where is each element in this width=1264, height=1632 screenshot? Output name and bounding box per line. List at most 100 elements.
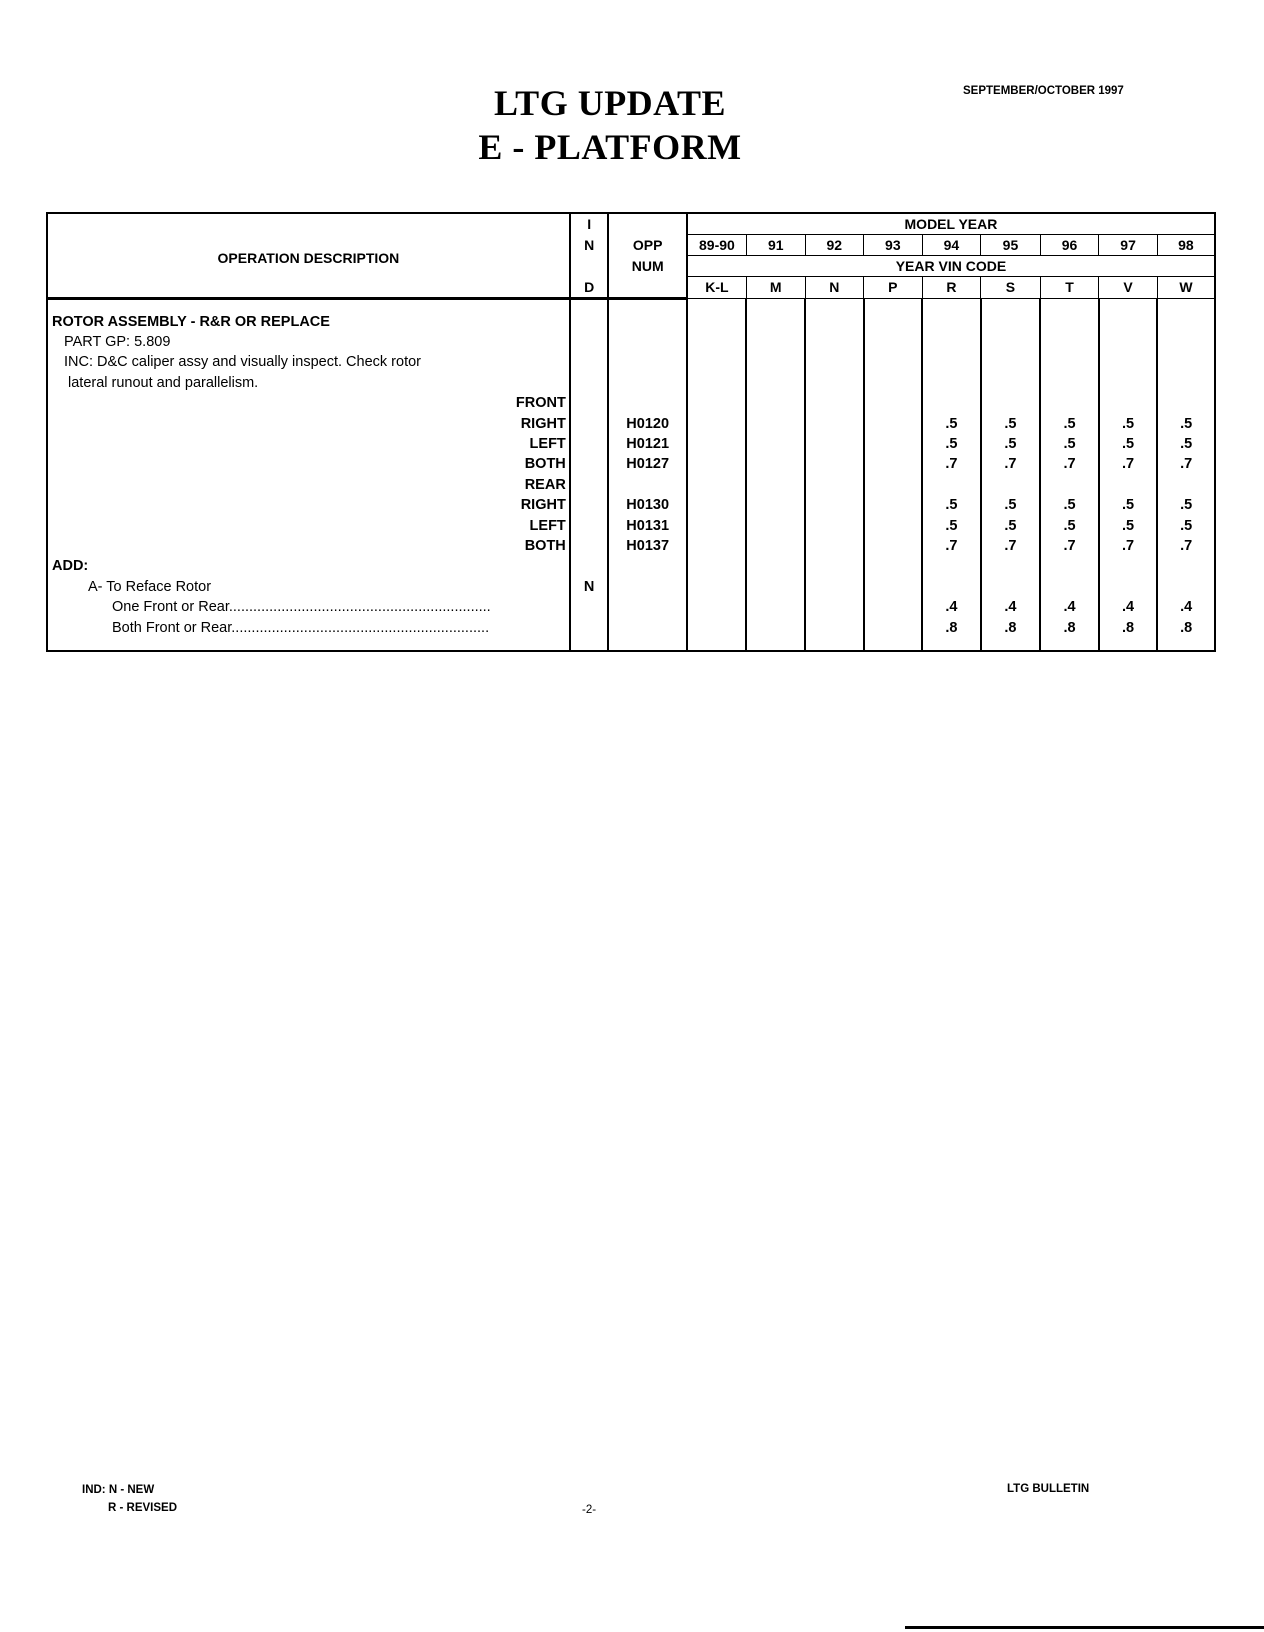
labor-time-91 bbox=[745, 474, 807, 496]
labor-time-93 bbox=[862, 495, 924, 516]
labor-time-91 bbox=[745, 311, 807, 332]
labor-time-94 bbox=[921, 372, 982, 394]
operation-description: A- To Reface Rotor bbox=[46, 576, 571, 597]
operation-description: BOTH bbox=[46, 454, 571, 475]
opp-num-cell bbox=[607, 372, 688, 394]
labor-time-92 bbox=[804, 454, 865, 475]
table-row: FRONT bbox=[46, 393, 1216, 414]
labor-time-95 bbox=[979, 474, 1042, 496]
labor-time-94: .5 bbox=[921, 413, 982, 434]
vin-code-header-V: V bbox=[1098, 276, 1158, 299]
labor-time-96: .5 bbox=[1039, 433, 1100, 455]
labor-time-98: .5 bbox=[1156, 495, 1216, 516]
operation-description: RIGHT bbox=[46, 495, 571, 516]
operation-description: LEFT bbox=[46, 515, 571, 536]
labor-time-93 bbox=[862, 433, 924, 455]
labor-time-95 bbox=[979, 393, 1042, 414]
spacer-cell bbox=[1097, 637, 1159, 652]
labor-time-91 bbox=[745, 576, 807, 597]
labor-time-93 bbox=[862, 535, 924, 557]
opp-num-cell bbox=[607, 311, 688, 332]
ind-cell bbox=[568, 596, 610, 618]
labor-time-95: .8 bbox=[979, 617, 1042, 638]
labor-time-95 bbox=[979, 576, 1042, 597]
labor-time-97 bbox=[1097, 372, 1159, 394]
spacer-cell bbox=[804, 637, 865, 652]
labor-time-96 bbox=[1039, 556, 1100, 577]
ind-cell bbox=[568, 515, 610, 536]
labor-time-98 bbox=[1156, 474, 1216, 496]
ind-cell bbox=[568, 617, 610, 638]
labor-time-92 bbox=[804, 535, 865, 557]
labor-time-92 bbox=[804, 331, 865, 353]
opp-num-cell bbox=[607, 596, 688, 618]
labor-time-97: .5 bbox=[1097, 515, 1159, 536]
labor-time-92 bbox=[804, 495, 865, 516]
labor-time-91 bbox=[745, 372, 807, 394]
labor-time-89-90 bbox=[685, 433, 748, 455]
labor-time-89-90 bbox=[685, 352, 748, 373]
labor-time-97 bbox=[1097, 331, 1159, 353]
page-number: -2- bbox=[582, 1504, 597, 1516]
scan-edge-line bbox=[905, 1626, 1264, 1629]
labor-time-89-90 bbox=[685, 454, 748, 475]
operation-description: One Front or Rear.......................… bbox=[46, 596, 571, 618]
labor-time-91 bbox=[745, 413, 807, 434]
labor-time-94 bbox=[921, 311, 982, 332]
operation-description: LEFT bbox=[46, 433, 571, 455]
labor-time-89-90 bbox=[685, 535, 748, 557]
labor-time-91 bbox=[745, 352, 807, 373]
labor-time-94 bbox=[921, 474, 982, 496]
vin-code-header-N: N bbox=[804, 276, 865, 299]
labor-time-96 bbox=[1039, 393, 1100, 414]
labor-time-98: .5 bbox=[1156, 433, 1216, 455]
operation-description: Both Front or Rear......................… bbox=[46, 617, 571, 638]
table-row: One Front or Rear.......................… bbox=[46, 596, 1216, 618]
ind-cell bbox=[568, 372, 610, 394]
spacer-cell bbox=[568, 637, 610, 652]
labor-time-97 bbox=[1097, 393, 1159, 414]
labor-time-94: .7 bbox=[921, 454, 982, 475]
ind-cell: N bbox=[568, 576, 610, 597]
spacer-cell bbox=[1156, 298, 1216, 312]
labor-time-93 bbox=[862, 617, 924, 638]
table-row: BOTH H0127.7.7.7.7.7 bbox=[46, 454, 1216, 475]
spacer-cell bbox=[862, 637, 924, 652]
spacer-cell bbox=[745, 298, 807, 312]
labor-time-89-90 bbox=[685, 413, 748, 434]
labor-time-96: .5 bbox=[1039, 515, 1100, 536]
operation-description: PART GP: 5.809 bbox=[46, 331, 571, 353]
opp-num-cell bbox=[607, 352, 688, 373]
labor-time-94 bbox=[921, 331, 982, 353]
labor-time-93 bbox=[862, 454, 924, 475]
spacer-cell bbox=[685, 637, 748, 652]
labor-time-92 bbox=[804, 515, 865, 536]
labor-time-94: .7 bbox=[921, 535, 982, 557]
labor-time-91 bbox=[745, 495, 807, 516]
table-row: REAR bbox=[46, 474, 1216, 496]
labor-time-93 bbox=[862, 596, 924, 618]
labor-time-98 bbox=[1156, 352, 1216, 373]
labor-time-94: .5 bbox=[921, 515, 982, 536]
table-row: RIGHT H0120.5.5.5.5.5 bbox=[46, 413, 1216, 434]
operation-description: ROTOR ASSEMBLY - R&R OR REPLACE bbox=[46, 311, 571, 332]
vin-code-header-R: R bbox=[921, 276, 982, 299]
table-row: lateral runout and parallelism. bbox=[46, 372, 1216, 394]
table-row: ROTOR ASSEMBLY - R&R OR REPLACE bbox=[46, 311, 1216, 332]
document-title: LTG UPDATE bbox=[493, 83, 727, 123]
labor-time-96: .8 bbox=[1039, 617, 1100, 638]
operation-description: BOTH bbox=[46, 535, 571, 557]
labor-time-89-90 bbox=[685, 596, 748, 618]
labor-time-96: .7 bbox=[1039, 535, 1100, 557]
table-row: BOTH H0137.7.7.7.7.7 bbox=[46, 535, 1216, 557]
labor-time-89-90 bbox=[685, 372, 748, 394]
labor-time-94 bbox=[921, 576, 982, 597]
spacer-cell bbox=[46, 298, 571, 312]
operation-description-header: OPERATION DESCRIPTION bbox=[46, 213, 571, 300]
spacer-cell bbox=[685, 298, 748, 312]
ind-header-i: I bbox=[568, 213, 610, 235]
table-row: INC: D&C caliper assy and visually inspe… bbox=[46, 352, 1216, 373]
spacer-cell bbox=[607, 298, 688, 312]
ind-legend-new: IND: N - NEW bbox=[82, 1484, 155, 1496]
ind-cell bbox=[568, 535, 610, 557]
